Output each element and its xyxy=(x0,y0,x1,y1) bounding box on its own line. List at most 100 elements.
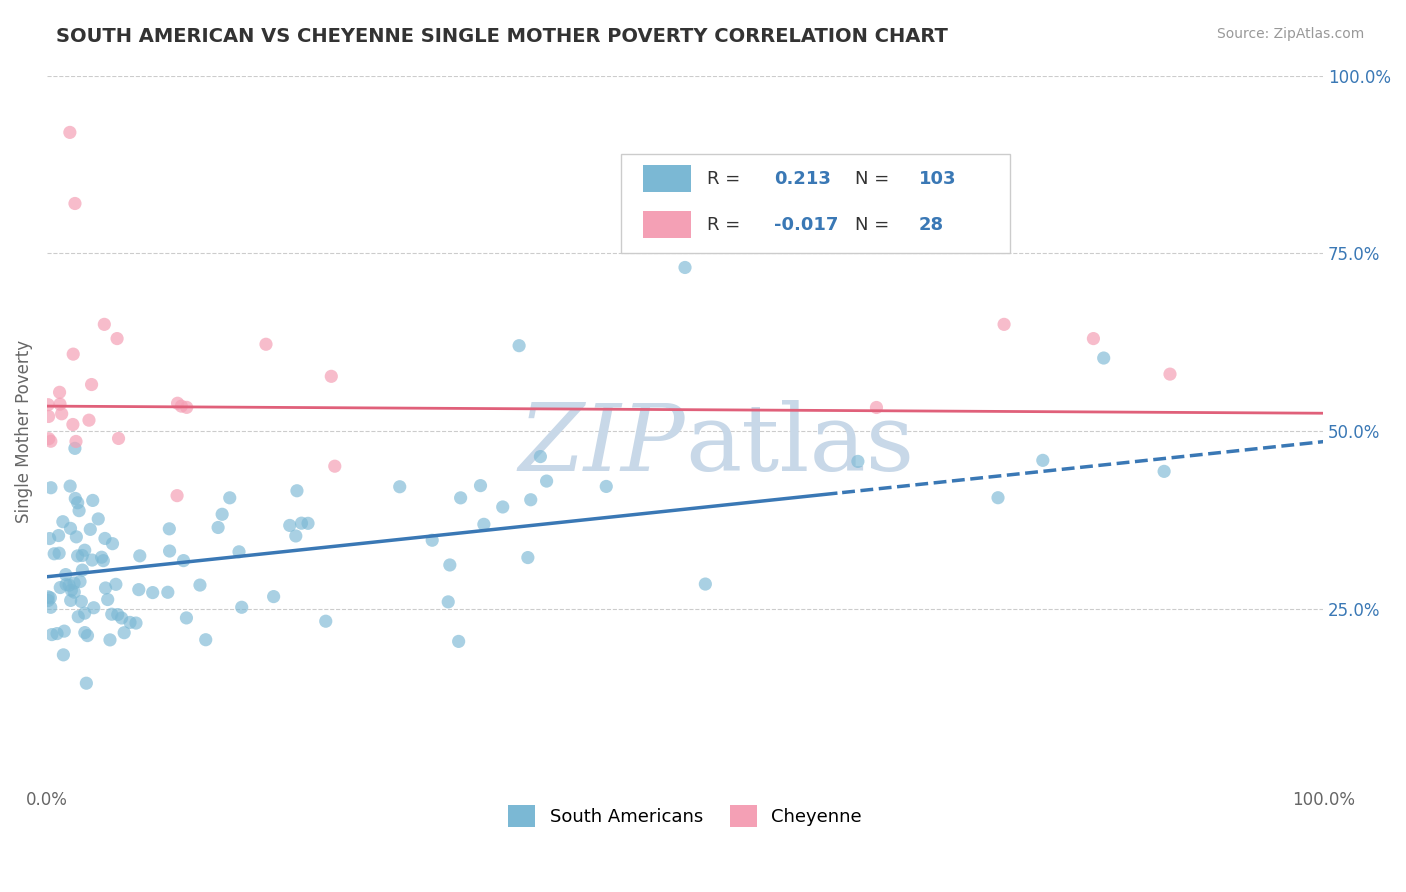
Point xyxy=(104,577,127,591)
Point xyxy=(101,537,124,551)
Point xyxy=(94,532,117,546)
Point xyxy=(231,600,253,615)
Point xyxy=(673,260,696,275)
Point xyxy=(595,479,617,493)
Point xyxy=(508,339,530,353)
Point xyxy=(98,632,121,647)
Point xyxy=(105,332,128,346)
Point xyxy=(59,593,82,607)
Point xyxy=(63,196,86,211)
Point xyxy=(80,377,103,392)
Point xyxy=(865,401,887,415)
Point xyxy=(67,503,90,517)
Point xyxy=(437,595,460,609)
Point xyxy=(55,577,77,591)
Point xyxy=(79,522,101,536)
Point xyxy=(59,479,82,493)
Point xyxy=(228,545,250,559)
Point xyxy=(39,434,62,449)
Point xyxy=(73,625,96,640)
FancyBboxPatch shape xyxy=(643,165,692,192)
Point xyxy=(157,522,180,536)
Point xyxy=(166,489,188,503)
Point xyxy=(470,478,492,492)
Point xyxy=(38,532,60,546)
Point xyxy=(63,442,86,456)
Point xyxy=(58,578,80,592)
Point xyxy=(87,512,110,526)
Text: N =: N = xyxy=(855,169,894,187)
Point xyxy=(1159,367,1181,381)
Text: R =: R = xyxy=(707,169,745,187)
Point xyxy=(53,624,76,639)
Point xyxy=(77,413,100,427)
Point xyxy=(66,496,89,510)
Point xyxy=(156,585,179,599)
Point xyxy=(69,574,91,589)
Point xyxy=(1153,464,1175,478)
FancyBboxPatch shape xyxy=(643,211,692,238)
Point xyxy=(73,543,96,558)
Point xyxy=(39,481,62,495)
Point xyxy=(60,583,83,598)
Point xyxy=(159,544,181,558)
Y-axis label: Single Mother Poverty: Single Mother Poverty xyxy=(15,340,32,523)
Point xyxy=(65,491,87,506)
Point xyxy=(100,607,122,622)
Point xyxy=(107,432,129,446)
Point xyxy=(62,417,84,432)
Point xyxy=(128,582,150,597)
Point xyxy=(388,480,411,494)
Point xyxy=(44,547,66,561)
Point xyxy=(1032,453,1054,467)
Point xyxy=(38,409,60,424)
Text: 28: 28 xyxy=(918,216,943,234)
Point xyxy=(52,648,75,662)
Point xyxy=(170,399,193,413)
Point xyxy=(38,432,60,446)
Point xyxy=(529,450,551,464)
Point xyxy=(93,318,115,332)
Point xyxy=(284,529,307,543)
Point xyxy=(62,347,84,361)
Text: 103: 103 xyxy=(918,169,956,187)
Point xyxy=(987,491,1010,505)
Point xyxy=(492,500,515,514)
Point xyxy=(128,549,150,563)
Point xyxy=(48,385,70,400)
Point xyxy=(993,318,1015,332)
Point xyxy=(207,520,229,534)
Text: ZIP: ZIP xyxy=(519,401,685,491)
Point xyxy=(49,397,72,411)
Point xyxy=(91,554,114,568)
Point xyxy=(66,549,89,563)
Point xyxy=(83,600,105,615)
Point xyxy=(439,558,461,572)
Point xyxy=(516,550,538,565)
Point xyxy=(450,491,472,505)
Point xyxy=(55,567,77,582)
Point xyxy=(59,125,82,139)
Point xyxy=(112,625,135,640)
Point xyxy=(263,590,285,604)
Point xyxy=(846,454,869,468)
Point xyxy=(142,585,165,599)
Point xyxy=(75,676,97,690)
Point xyxy=(107,607,129,622)
Point xyxy=(73,606,96,620)
Point xyxy=(67,609,90,624)
Point xyxy=(41,627,63,641)
Point xyxy=(65,530,87,544)
Text: 0.213: 0.213 xyxy=(775,169,831,187)
Legend: South Americans, Cheyenne: South Americans, Cheyenne xyxy=(501,797,869,834)
Point xyxy=(110,611,132,625)
Text: atlas: atlas xyxy=(685,401,914,491)
Point xyxy=(48,546,70,560)
Point xyxy=(65,434,87,449)
Point xyxy=(321,369,343,384)
Point xyxy=(285,483,308,498)
Point xyxy=(290,516,312,531)
Point xyxy=(76,629,98,643)
Point xyxy=(37,398,59,412)
Point xyxy=(1083,332,1105,346)
